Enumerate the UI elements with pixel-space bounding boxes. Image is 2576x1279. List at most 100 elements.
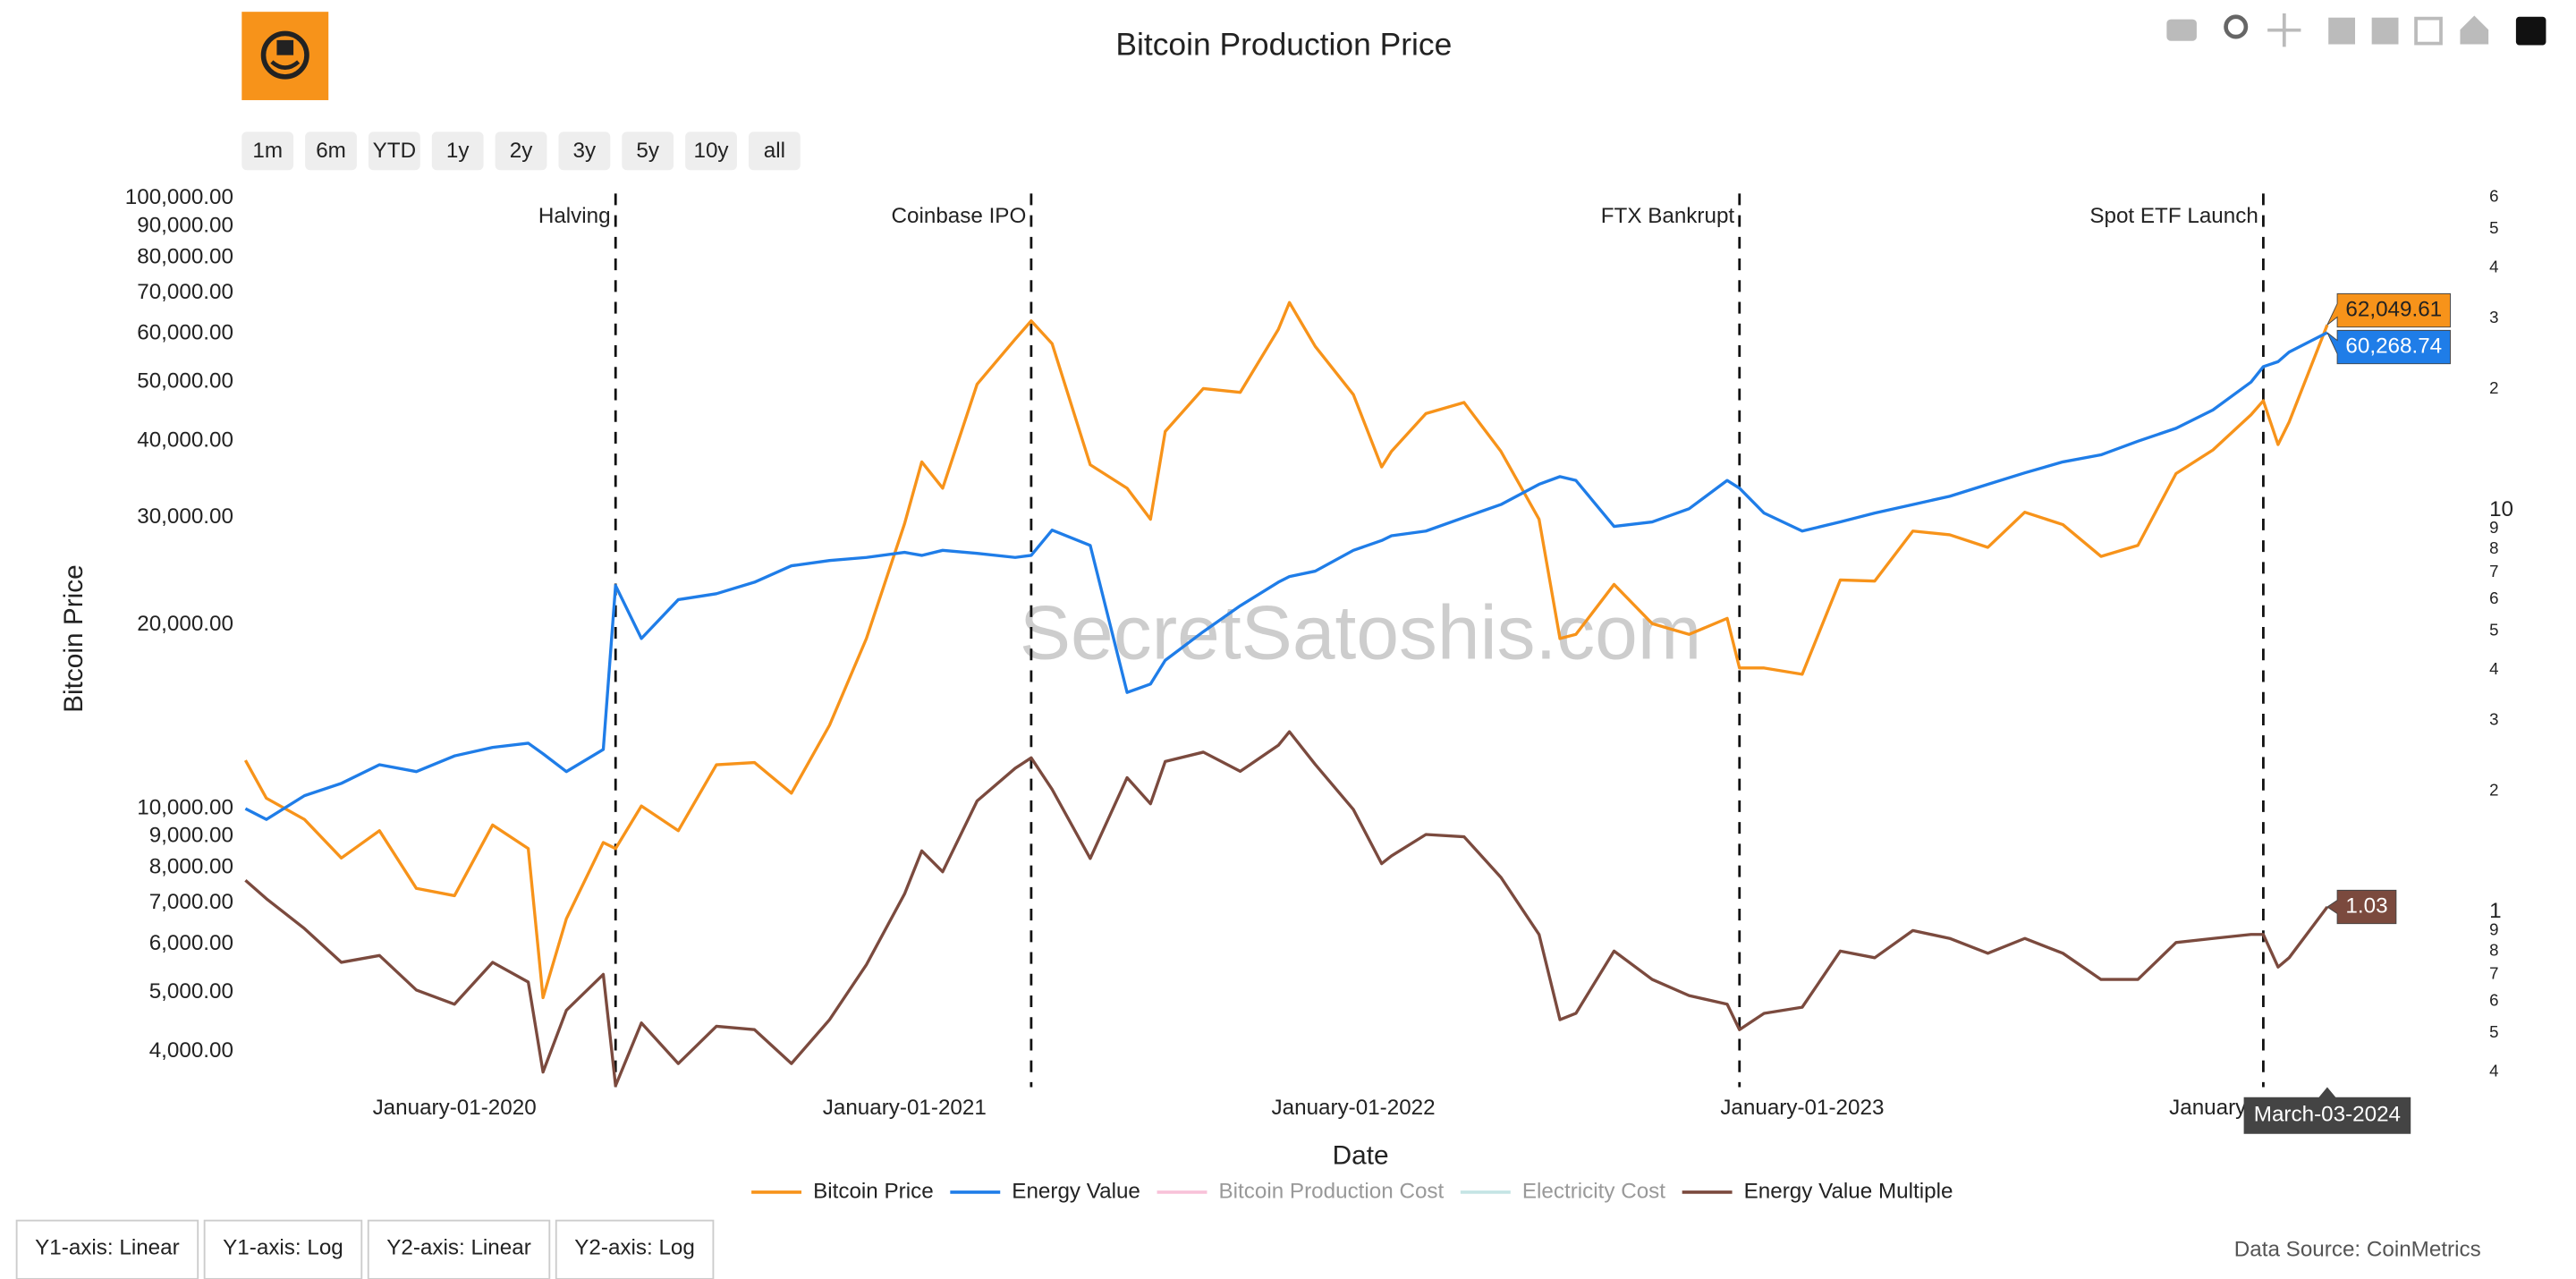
zoom-out-icon[interactable] — [2371, 17, 2399, 45]
hover-label: 62,049.61 — [2326, 292, 2451, 328]
y2-tick-label: 8 — [2489, 538, 2498, 557]
y-tick-label: 10,000.00 — [137, 795, 233, 819]
axis-button-label[interactable]: Y2-axis: Linear — [386, 1236, 531, 1260]
y-tick-label: 50,000.00 — [137, 369, 233, 394]
y-tick-label: 40,000.00 — [137, 428, 233, 453]
range-button-label[interactable]: 2y — [510, 139, 533, 163]
y-tick-label: 100,000.00 — [125, 185, 233, 209]
y-tick-label: 20,000.00 — [137, 612, 233, 636]
y2-tick-label: 7 — [2489, 963, 2498, 982]
watermark: SecretSatoshis.com — [1020, 590, 1701, 676]
axis-buttons: Y1-axis: Linear Y1-axis: Log Y2-axis: Line… — [15, 1219, 715, 1279]
y-tick-label: 6,000.00 — [149, 931, 233, 955]
y2-tick-label: 2 — [2489, 780, 2498, 799]
legend-label: Energy Value Multiple — [1744, 1179, 1953, 1203]
y2-tick-label: 10 — [2489, 497, 2513, 521]
chart-title: Bitcoin Production Price — [1115, 27, 1452, 63]
y-tick-label: 60,000.00 — [137, 321, 233, 345]
range-button[interactable] — [685, 131, 737, 171]
reset-icon[interactable] — [2460, 15, 2489, 45]
axis-button-label[interactable]: Y1-axis: Log — [223, 1236, 343, 1260]
annotation-label: Coinbase IPO — [892, 204, 1027, 228]
y2-tick-label: 3 — [2489, 709, 2498, 728]
y2-tick-label: 7 — [2489, 562, 2498, 580]
logo-face — [260, 30, 309, 80]
logo-smile — [270, 60, 301, 70]
range-button[interactable] — [431, 131, 484, 171]
annotation-label: Halving — [538, 204, 611, 228]
legend-item[interactable]: Energy Value — [950, 1179, 1140, 1203]
hover-label: 60,268.74 — [2326, 329, 2451, 365]
range-button-label[interactable]: YTD — [373, 139, 416, 163]
hover-value: 1.03 — [2345, 894, 2387, 918]
legend-item[interactable]: Bitcoin Price — [751, 1179, 934, 1203]
legend-item[interactable]: Electricity Cost — [1460, 1179, 1665, 1203]
hover-value: 60,268.74 — [2345, 334, 2442, 358]
legend-item[interactable]: Energy Value Multiple — [1682, 1179, 1953, 1203]
y-axis-title: Bitcoin Price — [59, 564, 89, 713]
series-line — [244, 331, 2328, 821]
y-tick-label: 8,000.00 — [149, 855, 233, 879]
pan-icon[interactable] — [2267, 13, 2301, 47]
y-tick-label: 7,000.00 — [149, 890, 233, 914]
y-tick-label: 80,000.00 — [137, 244, 233, 268]
hover-label: 1.03 — [2326, 889, 2397, 925]
y-tick-label: 5,000.00 — [149, 979, 233, 1004]
logo-mark — [276, 39, 294, 55]
autoscale-icon[interactable] — [2414, 16, 2443, 46]
data-source: Data Source: CoinMetrics — [2234, 1238, 2481, 1262]
range-button[interactable] — [242, 131, 294, 171]
range-selector: 1m 6m YTD 1y 2y 3y 5y 10y all — [242, 131, 801, 171]
range-button-label[interactable]: all — [764, 139, 785, 163]
range-button[interactable] — [368, 131, 420, 171]
y-tick-label: 4,000.00 — [149, 1038, 233, 1063]
range-button[interactable] — [305, 131, 357, 171]
y-tick-label: 70,000.00 — [137, 280, 233, 304]
plotly-icon[interactable] — [2515, 16, 2546, 46]
range-button-label[interactable]: 6m — [316, 139, 346, 163]
range-button-label[interactable]: 10y — [693, 139, 729, 163]
y2-tick-label: 5 — [2489, 621, 2498, 640]
range-button-label[interactable]: 3y — [573, 139, 597, 163]
y2-tick-label: 4 — [2489, 1062, 2498, 1080]
y-tick-label: 30,000.00 — [137, 504, 233, 529]
x-tick-label: January-01-2020 — [373, 1096, 537, 1120]
zoom-in-icon[interactable] — [2328, 17, 2356, 45]
axis-button-label[interactable]: Y1-axis: Linear — [35, 1236, 180, 1260]
series-line — [243, 301, 2329, 1000]
axis-button[interactable] — [555, 1219, 715, 1279]
hover-value: 62,049.61 — [2345, 297, 2442, 321]
range-button[interactable] — [622, 131, 674, 171]
plot-area: SecretSatoshis.com 4,000.00 5,000.00 6,000.… — [125, 185, 2513, 1134]
legend-item[interactable]: Bitcoin Production Cost — [1157, 1179, 1445, 1203]
y-tick-label: 9,000.00 — [149, 824, 233, 848]
y2-tick-label: 4 — [2489, 258, 2498, 276]
range-button[interactable] — [558, 131, 611, 171]
y2-tick-label: 6 — [2489, 187, 2498, 206]
y2-tick-label: 6 — [2489, 990, 2498, 1009]
y2-tick-label: 8 — [2489, 940, 2498, 959]
y2-tick-label: 9 — [2489, 518, 2498, 537]
legend-label: Bitcoin Production Cost — [1219, 1179, 1445, 1203]
logo[interactable] — [242, 12, 329, 100]
annotation-label: Spot ETF Launch — [2089, 204, 2258, 228]
y2-tick-label: 6 — [2489, 589, 2498, 607]
toolbar — [2166, 13, 2546, 47]
range-button[interactable] — [495, 131, 547, 171]
x-hover-box — [2243, 1087, 2411, 1134]
axis-button[interactable] — [367, 1219, 551, 1279]
range-button[interactable] — [748, 131, 801, 171]
range-button-label[interactable]: 1y — [446, 139, 470, 163]
y2-tick-label: 5 — [2489, 1022, 2498, 1041]
camera-icon[interactable] — [2166, 19, 2197, 41]
y2-tick-label: 5 — [2489, 218, 2498, 237]
range-button-label[interactable]: 1m — [252, 139, 283, 163]
zoom-icon[interactable] — [2224, 14, 2249, 39]
legend-label: Bitcoin Price — [813, 1179, 934, 1203]
y2-tick-label: 9 — [2489, 919, 2498, 938]
range-button-label[interactable]: 5y — [636, 139, 659, 163]
axis-button-label[interactable]: Y2-axis: Log — [574, 1236, 695, 1260]
legend: Bitcoin Price Energy Value Bitcoin Product… — [751, 1179, 1953, 1203]
x-hover-value: March-03-2024 — [2254, 1103, 2401, 1127]
